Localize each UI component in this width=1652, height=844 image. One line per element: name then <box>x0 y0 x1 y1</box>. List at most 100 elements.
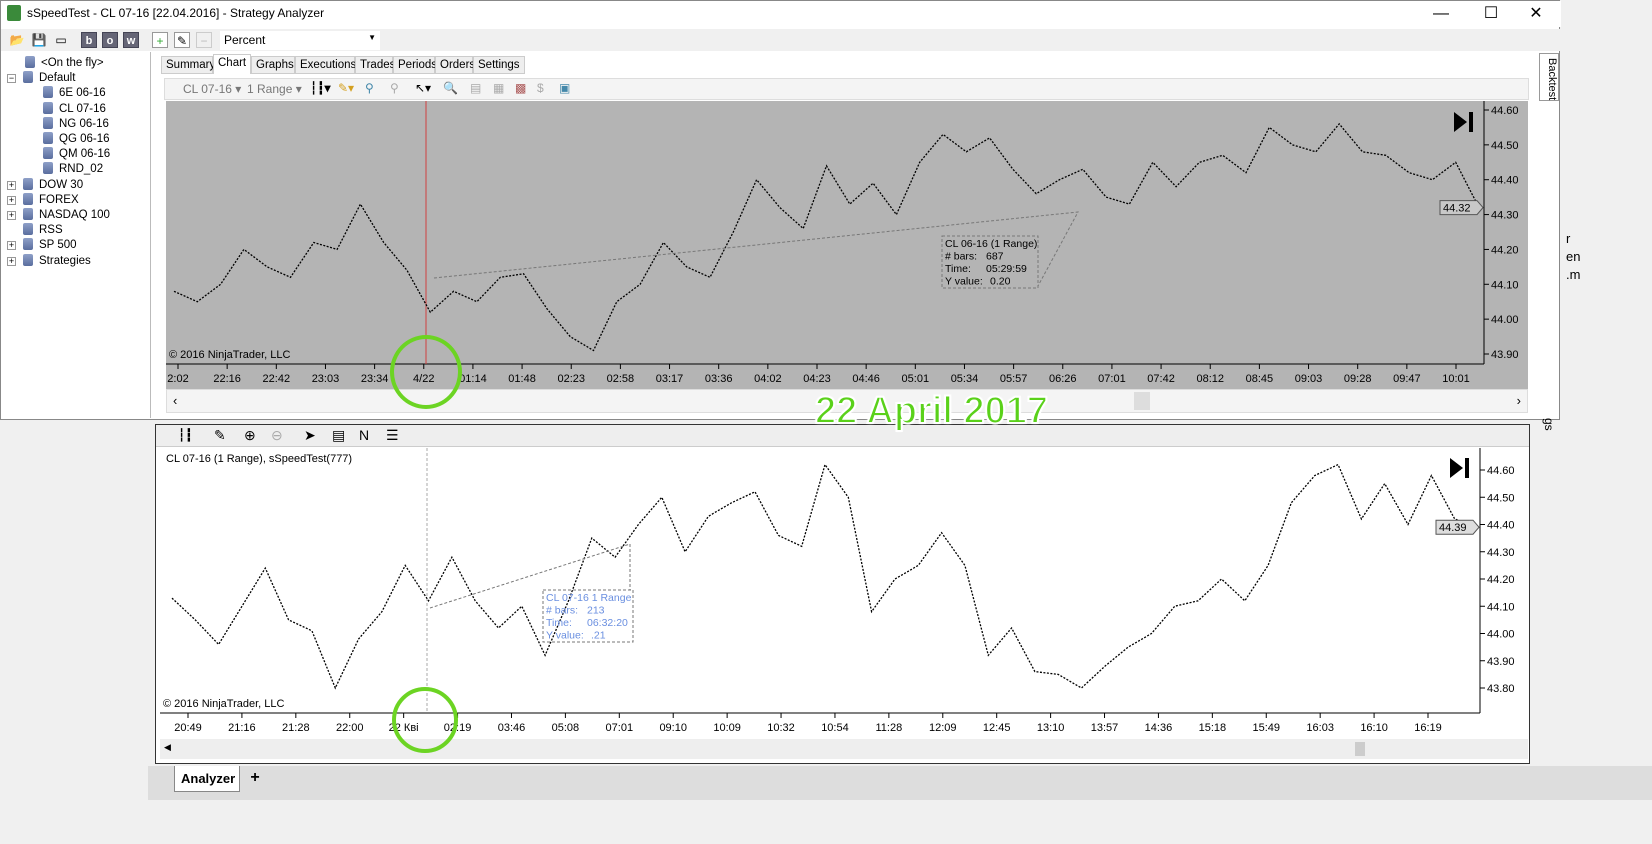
add-indicator-icon[interactable]: ⚲ <box>365 81 374 95</box>
bottom-price-chart[interactable]: 44.60 44.50 44.40 44.30 44.20 44.10 44.00 43.90… <box>160 448 1528 738</box>
tree-item[interactable]: FOREX <box>23 192 79 206</box>
tree-expander[interactable]: + <box>7 240 16 251</box>
tree-item[interactable]: NG 06-16 <box>43 116 109 130</box>
tree-item[interactable]: QG 06-16 <box>43 132 110 145</box>
x-tick-label: 04:02 <box>754 373 782 385</box>
tab-periods[interactable]: Periods <box>393 56 437 74</box>
database-icon <box>23 192 33 205</box>
add-tab-button[interactable]: + <box>250 769 260 786</box>
presentation-icon[interactable]: ▭ <box>55 33 67 47</box>
instrument-select[interactable]: CL 07-16 ▾ <box>183 82 242 96</box>
tree-item[interactable]: DOW 30 <box>23 177 83 191</box>
remove-indicator-icon[interactable]: ⚲ <box>390 81 399 95</box>
edit-icon[interactable]: ✎ <box>174 32 190 48</box>
tree-item[interactable]: RSS <box>23 223 63 236</box>
scroll-right-icon[interactable]: › <box>1516 393 1521 408</box>
chart-style-icon[interactable]: ▩ <box>515 81 527 95</box>
tooltip-label: Time: <box>945 263 971 275</box>
maximize-button[interactable]: ☐ <box>1483 5 1499 22</box>
tooltip-value: 0.20 <box>990 276 1011 288</box>
scroll-left-icon[interactable]: ‹ <box>173 393 178 408</box>
clipped-side-text: r en .m <box>1566 230 1580 284</box>
tree-item-label: FOREX <box>39 193 79 206</box>
drawing-tool-icon[interactable]: N <box>359 427 370 443</box>
zoom-icon[interactable]: 🔍 <box>443 81 458 95</box>
jump-to-end-icon[interactable] <box>1454 112 1473 132</box>
w-button[interactable]: w <box>123 32 139 48</box>
tree-item[interactable]: CL 07-16 <box>43 101 106 115</box>
tree-expander[interactable]: + <box>7 194 16 205</box>
pencil-icon[interactable]: ✎ <box>214 427 226 443</box>
tab-summary[interactable]: Summary <box>161 56 215 74</box>
tree-item[interactable]: <On the fly> <box>25 56 104 69</box>
tree-item[interactable]: Strategies <box>23 253 91 267</box>
tooltip-label: CL 07-16 1 Range <box>546 592 632 604</box>
bars-type-icon[interactable]: ┆┇▾ <box>310 81 331 95</box>
highlight-circle-bottom <box>392 687 458 753</box>
tab-graphs[interactable]: Graphs <box>251 56 295 74</box>
save-icon[interactable]: 💾 <box>31 33 47 47</box>
zoom-out-icon[interactable]: ⊖ <box>271 427 283 443</box>
tree-item-label: QM 06-16 <box>59 148 111 161</box>
pointer-icon[interactable]: ➤ <box>304 427 316 443</box>
display-mode-select[interactable]: Percent ▼ <box>220 31 380 50</box>
clipped-side-tab[interactable]: gs <box>1542 418 1556 431</box>
scroll-thumb[interactable] <box>1355 742 1365 756</box>
tree-expander[interactable]: − <box>7 73 16 84</box>
x-tick-label: 10:54 <box>821 722 849 734</box>
tab-trades[interactable]: Trades <box>355 56 395 74</box>
pencil-icon[interactable]: ✎▾ <box>338 81 355 95</box>
scroll-thumb[interactable] <box>1134 392 1150 410</box>
x-tick-label: 10:32 <box>767 722 795 734</box>
properties-icon[interactable]: ▤ <box>470 81 482 95</box>
tree-expander[interactable]: + <box>7 179 16 190</box>
data-box-icon[interactable]: ▤ <box>332 427 346 443</box>
tab-executions[interactable]: Executions <box>295 56 356 74</box>
minimize-button[interactable]: — <box>1433 5 1449 22</box>
add-icon[interactable]: + <box>152 32 168 48</box>
bars-type-icon[interactable]: ┆┇ <box>178 428 193 442</box>
pointer-icon[interactable]: ↖▾ <box>415 81 432 95</box>
open-folder-icon[interactable]: 📂 <box>9 33 25 47</box>
y-tick-label: 44.20 <box>1491 244 1519 256</box>
tree-item-label: QG 06-16 <box>59 133 110 145</box>
tree-item[interactable]: Default <box>23 71 75 84</box>
x-tick-label: 22:42 <box>263 373 291 385</box>
chart-header: CL 07-16 (1 Range), sSpeedTest(777) <box>166 453 352 465</box>
list-icon[interactable]: ☰ <box>386 427 399 443</box>
top-price-chart[interactable]: 44.60 44.50 44.40 44.30 44.20 44.10 44.00 43.90… <box>166 101 1528 389</box>
scroll-left-icon[interactable]: ◀ <box>164 742 171 752</box>
tree-item[interactable]: RND_02 <box>43 162 103 175</box>
jump-to-end-icon[interactable] <box>1450 458 1469 478</box>
interval-select[interactable]: 1 Range ▾ <box>247 82 302 96</box>
tab-chart[interactable]: Chart <box>213 54 251 74</box>
top-chart-scrollbar[interactable]: ‹ › <box>166 389 1528 413</box>
x-tick-label: 08:45 <box>1246 373 1274 385</box>
o-button[interactable]: o <box>102 32 118 48</box>
dollar-icon[interactable]: $ <box>537 81 544 95</box>
bottom-chart-scrollbar[interactable]: ◀ <box>160 739 1528 759</box>
window-icon[interactable]: ▣ <box>559 81 571 95</box>
tree-item[interactable]: QM 06-16 <box>43 147 110 160</box>
tab-settings[interactable]: Settings <box>473 56 525 74</box>
close-button[interactable]: ✕ <box>1529 5 1543 22</box>
b-button[interactable]: b <box>81 32 97 48</box>
tree-expander[interactable]: + <box>7 255 16 266</box>
last-price-label: 44.39 <box>1439 522 1467 534</box>
backtest-side-tab[interactable]: Backtest <box>1539 53 1559 101</box>
zoom-in-icon[interactable]: ⊕ <box>244 427 256 443</box>
tree-item[interactable]: NASDAQ 100 <box>23 208 110 221</box>
tree-item[interactable]: 6E 06-16 <box>43 86 106 99</box>
analyzer-tab[interactable]: Analyzer <box>174 766 240 792</box>
tree-expander[interactable]: + <box>7 210 16 220</box>
remove-icon[interactable]: − <box>196 32 212 48</box>
tooltip-value: 213 <box>587 605 605 617</box>
tree-item-label: 6E 06-16 <box>59 87 106 100</box>
tree-item-label: CL 07-16 <box>59 102 106 115</box>
tree-item[interactable]: SP 500 <box>23 238 77 251</box>
tab-orders[interactable]: Orders <box>435 56 475 74</box>
copyright-text: © 2016 NinjaTrader, LLC <box>163 698 284 710</box>
data-box-icon[interactable]: ▦ <box>493 81 505 95</box>
tree-item-label: Default <box>39 72 76 85</box>
bottom-chart-toolbar: ┆┇ ✎ ⊕ ⊖ ➤ ▤ N ☰ <box>156 425 1529 447</box>
